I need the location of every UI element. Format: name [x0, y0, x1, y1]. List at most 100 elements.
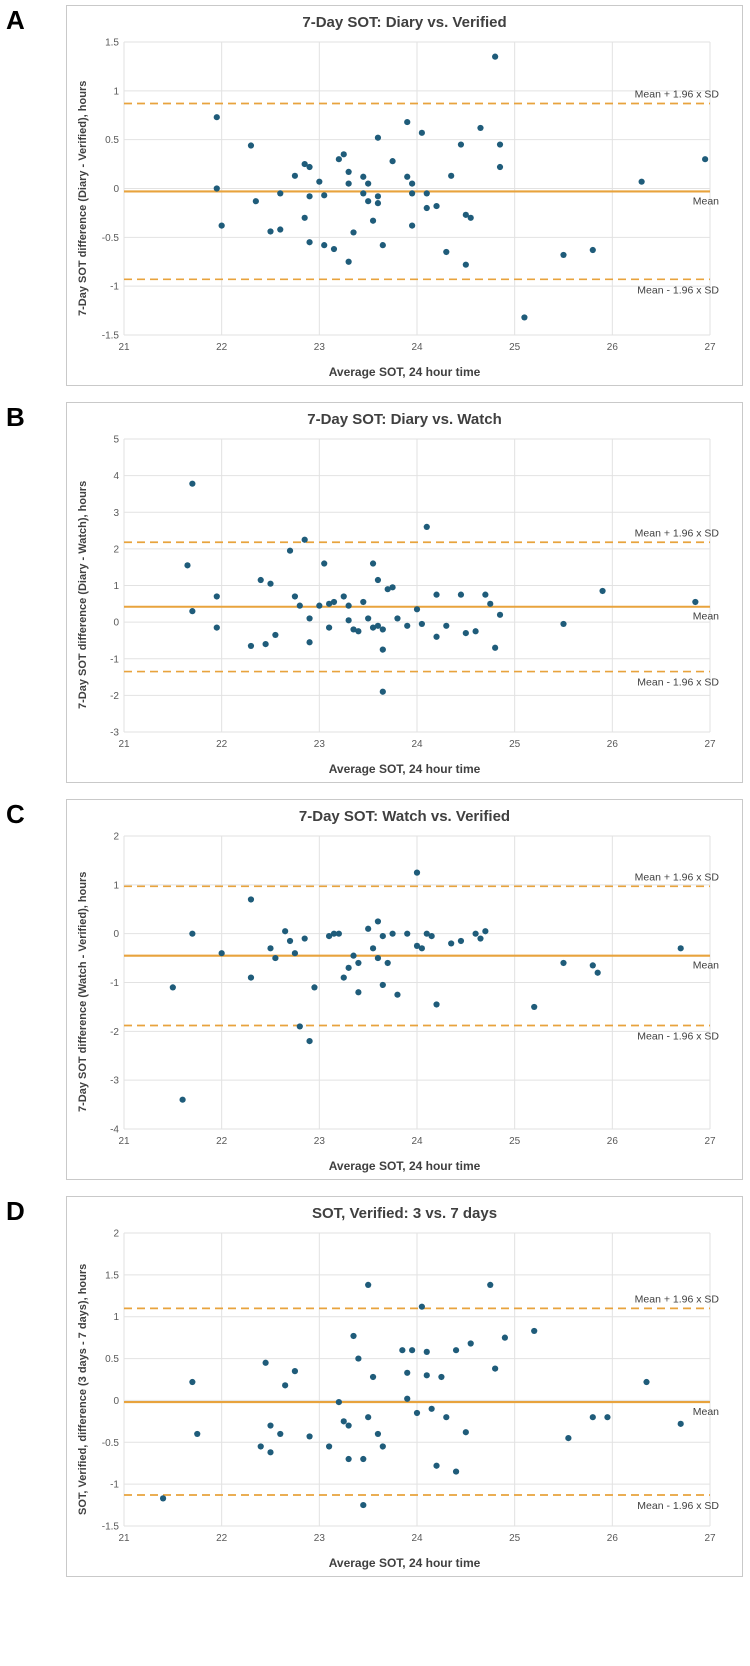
svg-text:2: 2 — [113, 1229, 119, 1240]
svg-text:1: 1 — [113, 581, 119, 592]
chart-c-title: 7-Day SOT: Watch vs. Verified — [298, 808, 511, 825]
svg-text:Mean: Mean — [693, 1406, 719, 1418]
panel-a-letter: A — [6, 5, 25, 35]
svg-text:-1.5: -1.5 — [102, 331, 120, 342]
svg-text:23: 23 — [314, 1136, 326, 1147]
svg-text:-3: -3 — [110, 728, 119, 739]
svg-text:25: 25 — [509, 1533, 521, 1544]
svg-text:Mean: Mean — [693, 195, 719, 207]
svg-text:27: 27 — [704, 342, 716, 353]
svg-text:0: 0 — [113, 929, 119, 940]
svg-text:26: 26 — [607, 1136, 619, 1147]
svg-text:25: 25 — [509, 342, 521, 353]
svg-text:23: 23 — [314, 739, 326, 750]
svg-text:27: 27 — [704, 1533, 716, 1544]
svg-text:1: 1 — [113, 86, 119, 97]
panel-b: B 7-Day SOT: Diary vs. Watch 7-Day SOT d… — [0, 402, 747, 783]
svg-text:26: 26 — [607, 739, 619, 750]
chart-card-c: 7-Day SOT: Watch vs. Verified 7-Day SOT … — [66, 799, 743, 1180]
svg-text:21: 21 — [118, 1533, 130, 1544]
svg-text:22: 22 — [216, 1533, 228, 1544]
panel-d-letter: D — [6, 1196, 25, 1226]
svg-text:Mean - 1.96 x SD: Mean - 1.96 x SD — [637, 1500, 719, 1512]
svg-text:Mean + 1.96 x SD: Mean + 1.96 x SD — [635, 527, 720, 539]
svg-text:-2: -2 — [110, 1027, 119, 1038]
chart-a-x-axis-label: Average SOT, 24 hour time — [328, 365, 481, 379]
chart-card-d: SOT, Verified: 3 vs. 7 days SOT, Verifie… — [66, 1196, 743, 1577]
svg-text:-1.5: -1.5 — [102, 1522, 120, 1533]
svg-text:24: 24 — [411, 342, 423, 353]
chart-b-x-axis-label: Average SOT, 24 hour time — [328, 762, 481, 776]
svg-text:1: 1 — [113, 880, 119, 891]
svg-text:-0.5: -0.5 — [102, 233, 120, 244]
panel-b-letter: B — [6, 402, 25, 432]
svg-text:-4: -4 — [110, 1125, 119, 1136]
panel-c: C 7-Day SOT: Watch vs. Verified 7-Day SO… — [0, 799, 747, 1180]
svg-text:27: 27 — [704, 739, 716, 750]
svg-text:Mean - 1.96 x SD: Mean - 1.96 x SD — [637, 1030, 719, 1042]
svg-text:-3: -3 — [110, 1076, 119, 1087]
chart-b-y-axis-label: 7-Day SOT difference (Diary - Watch), ho… — [76, 480, 89, 710]
svg-text:0: 0 — [113, 184, 119, 195]
svg-text:0.5: 0.5 — [105, 1354, 119, 1365]
svg-text:24: 24 — [411, 1136, 423, 1147]
svg-text:Mean: Mean — [693, 611, 719, 623]
svg-text:Mean + 1.96 x SD: Mean + 1.96 x SD — [635, 1293, 720, 1305]
svg-text:Mean - 1.96 x SD: Mean - 1.96 x SD — [637, 284, 719, 296]
svg-text:0.5: 0.5 — [105, 135, 119, 146]
figure-page: A 7-Day SOT: Diary vs. Verified 7-Day SO… — [0, 5, 747, 1577]
svg-text:27: 27 — [704, 1136, 716, 1147]
svg-text:-1: -1 — [110, 282, 119, 293]
svg-text:-1: -1 — [110, 1480, 119, 1491]
chart-c-y-axis-label: 7-Day SOT difference (Watch - Verified),… — [76, 871, 89, 1113]
svg-text:-1: -1 — [110, 978, 119, 989]
chart-b-title: 7-Day SOT: Diary vs. Watch — [307, 411, 502, 428]
panel-c-letter: C — [6, 799, 25, 829]
chart-card-a: 7-Day SOT: Diary vs. Verified 7-Day SOT … — [66, 5, 743, 386]
svg-text:22: 22 — [216, 342, 228, 353]
svg-text:-1: -1 — [110, 654, 119, 665]
panel-d: D SOT, Verified: 3 vs. 7 days SOT, Verif… — [0, 1196, 747, 1577]
svg-text:26: 26 — [607, 1533, 619, 1544]
svg-text:2: 2 — [113, 544, 119, 555]
svg-text:21: 21 — [118, 342, 130, 353]
chart-c-x-axis-label: Average SOT, 24 hour time — [328, 1159, 481, 1173]
chart-d-title: SOT, Verified: 3 vs. 7 days — [311, 1205, 498, 1222]
svg-text:-0.5: -0.5 — [102, 1438, 120, 1449]
chart-card-b: 7-Day SOT: Diary vs. Watch 7-Day SOT dif… — [66, 402, 743, 783]
svg-text:4: 4 — [113, 471, 119, 482]
svg-text:5: 5 — [113, 435, 119, 446]
svg-text:25: 25 — [509, 1136, 521, 1147]
svg-text:Mean + 1.96 x SD: Mean + 1.96 x SD — [635, 89, 720, 101]
svg-text:0: 0 — [113, 1396, 119, 1407]
chart-d-x-axis-label: Average SOT, 24 hour time — [328, 1556, 481, 1570]
svg-text:0: 0 — [113, 618, 119, 629]
svg-text:Mean: Mean — [693, 960, 719, 972]
svg-text:1: 1 — [113, 1312, 119, 1323]
svg-text:Mean + 1.96 x SD: Mean + 1.96 x SD — [635, 871, 720, 883]
scatter-plot-c: 21 22 23 24 25 26 27 -4 -3 -2 -1 0 1 2 Mean + 1.96 x S… — [110, 832, 720, 1148]
svg-text:22: 22 — [216, 1136, 228, 1147]
svg-text:25: 25 — [509, 739, 521, 750]
svg-text:24: 24 — [411, 739, 423, 750]
chart-a-title: 7-Day SOT: Diary vs. Verified — [302, 14, 507, 31]
svg-text:1.5: 1.5 — [105, 1270, 119, 1281]
panel-a: A 7-Day SOT: Diary vs. Verified 7-Day SO… — [0, 5, 747, 386]
svg-text:22: 22 — [216, 739, 228, 750]
svg-text:21: 21 — [118, 739, 130, 750]
scatter-plot-a: 21 22 23 24 25 26 27 -1.5 -1 -0.5 0 0.5 1 1.5 Mean + 1… — [102, 38, 720, 354]
svg-text:Mean - 1.96 x SD: Mean - 1.96 x SD — [637, 677, 719, 689]
svg-text:3: 3 — [113, 508, 119, 519]
svg-text:26: 26 — [607, 342, 619, 353]
scatter-plot-d: 21 22 23 24 25 26 27 -1.5 -1 -0.5 0 0.5 1 1.5 2 Mean + … — [102, 1229, 720, 1545]
svg-text:1.5: 1.5 — [105, 38, 119, 49]
chart-d-y-axis-label: SOT, Verified, difference (3 days - 7 da… — [76, 1263, 89, 1515]
svg-text:24: 24 — [411, 1533, 423, 1544]
svg-text:2: 2 — [113, 832, 119, 843]
chart-a-y-axis-label: 7-Day SOT difference (Diary - Verified),… — [76, 80, 89, 316]
svg-text:21: 21 — [118, 1136, 130, 1147]
svg-text:23: 23 — [314, 1533, 326, 1544]
svg-text:-2: -2 — [110, 691, 119, 702]
svg-text:23: 23 — [314, 342, 326, 353]
